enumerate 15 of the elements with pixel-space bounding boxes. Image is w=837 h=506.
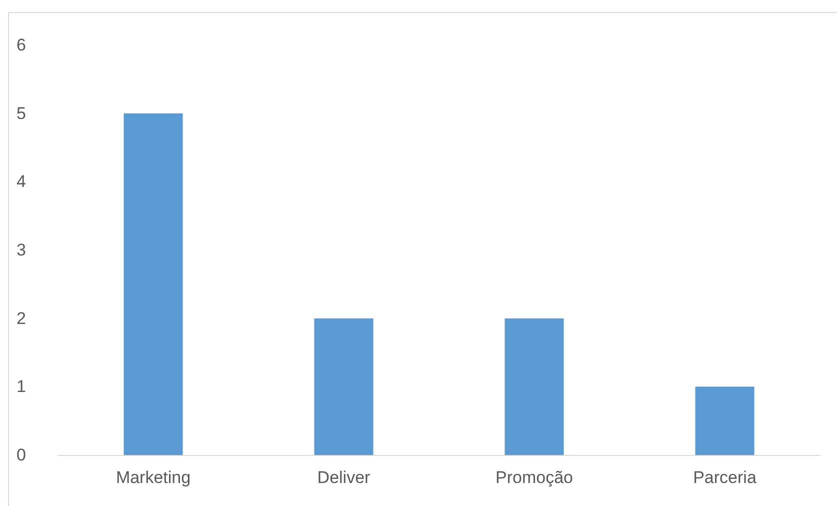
y-tick-label: 2: [16, 308, 26, 328]
y-tick-label: 1: [16, 377, 26, 396]
y-tick-label: 6: [16, 36, 26, 54]
x-tick-label: Marketing: [116, 468, 191, 487]
y-tick-label: 3: [16, 240, 26, 260]
x-tick-label: Promoção: [496, 468, 573, 487]
x-tick-label: Parceria: [693, 468, 757, 487]
y-tick-label: 0: [16, 446, 26, 464]
bar: [504, 318, 564, 455]
bar: [124, 113, 183, 455]
y-tick-label: 5: [16, 104, 26, 123]
y-tick-label: 4: [16, 172, 26, 192]
bar: [695, 386, 754, 455]
bar: [314, 318, 374, 455]
x-tick-label: Deliver: [317, 468, 371, 487]
